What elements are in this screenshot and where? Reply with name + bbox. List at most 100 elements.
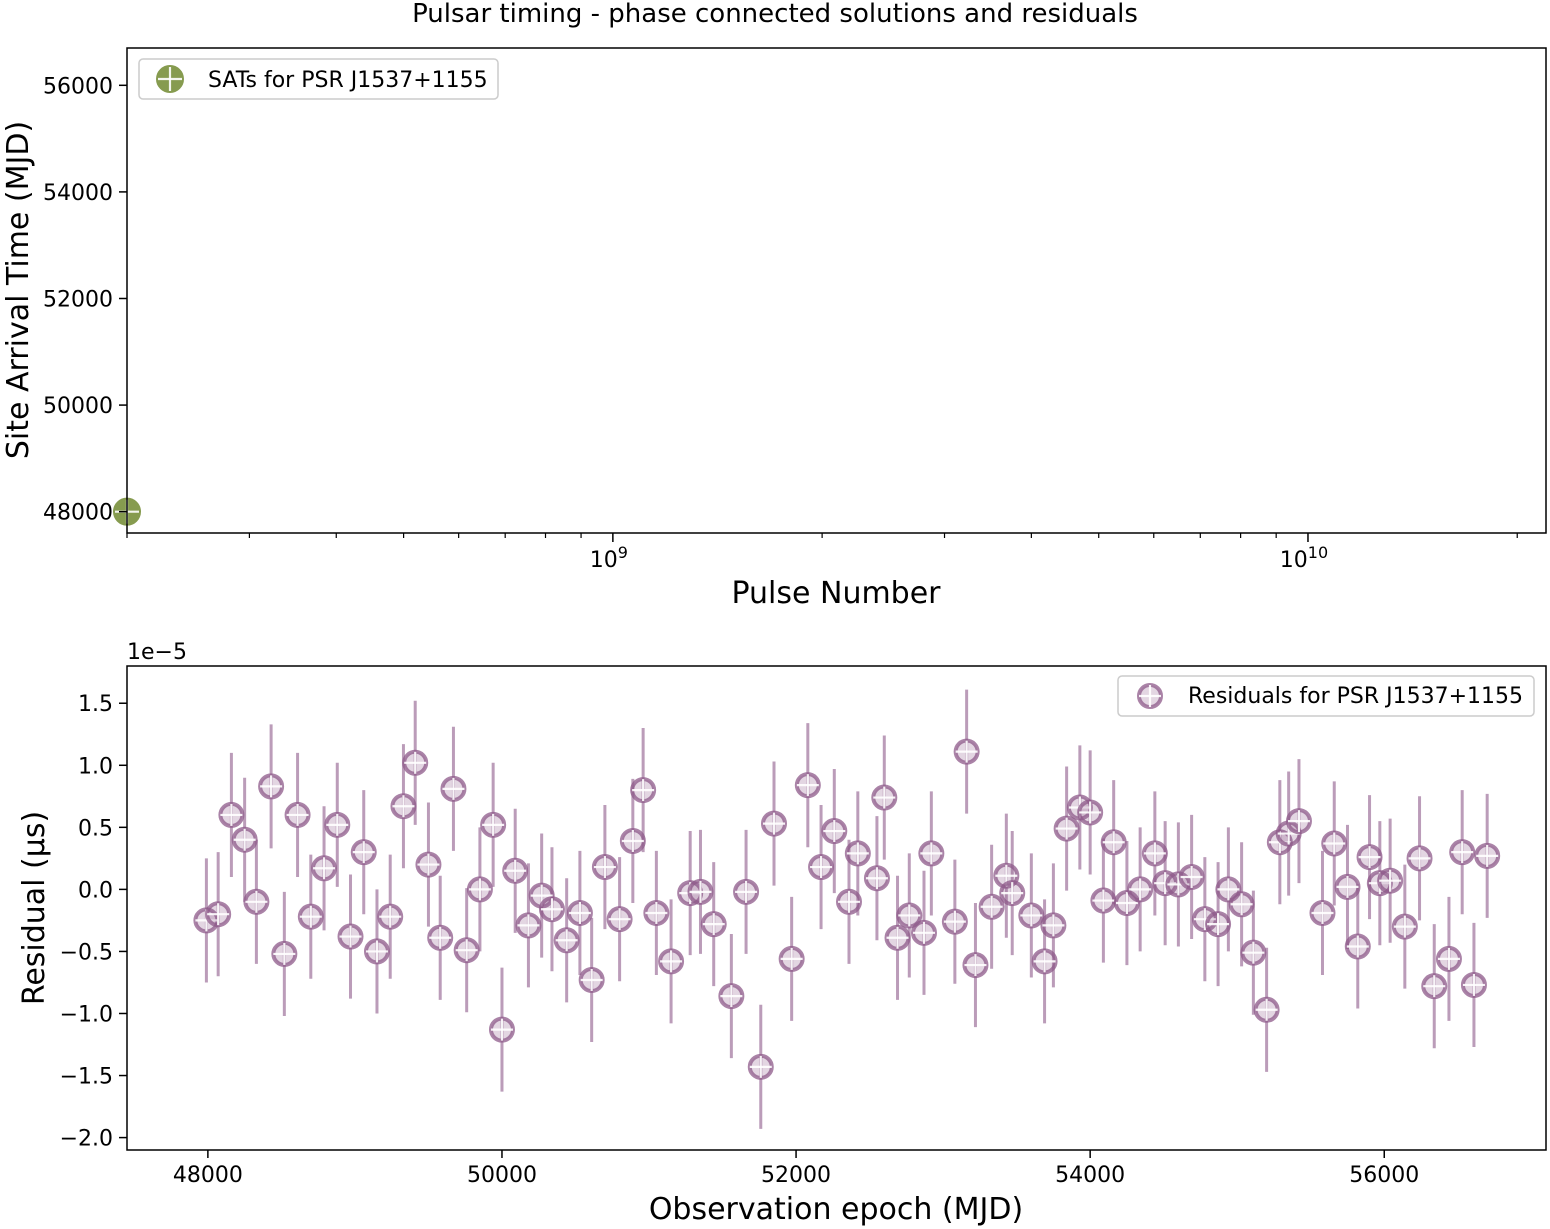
residual-point	[415, 851, 442, 878]
sat-x-tick-label: 109	[590, 543, 628, 573]
residual-point	[337, 923, 364, 950]
sat-y-tick-label: 54000	[43, 181, 113, 206]
residual-offset-text: 1e−5	[127, 640, 187, 665]
residual-point	[1377, 867, 1404, 894]
residual-point	[502, 857, 529, 884]
residual-point	[205, 901, 232, 928]
residual-x-tick-label: 52000	[761, 1163, 831, 1188]
residual-point	[794, 772, 821, 799]
residual-point	[778, 945, 805, 972]
residual-point	[643, 899, 670, 926]
residual-point	[918, 840, 945, 867]
residual-point	[427, 924, 454, 951]
residual-point	[884, 924, 911, 951]
residual-point	[402, 749, 429, 776]
residual-point	[1077, 799, 1104, 826]
figure-title: Pulsar timing - phase connected solution…	[412, 0, 1138, 29]
residual-point	[962, 952, 989, 979]
residual-point	[1344, 933, 1371, 960]
residual-x-ticks: 48000 50000 52000 54000 56000	[173, 1150, 1419, 1188]
residual-point	[453, 937, 480, 964]
residual-point	[1053, 815, 1080, 842]
residual-y-tick-label: −1.0	[60, 1002, 113, 1027]
residual-legend-marker	[1137, 683, 1163, 709]
residual-point	[377, 903, 404, 930]
residual-y-tick-label: 1.5	[78, 692, 113, 717]
sat-x-tick-label: 1010	[1280, 543, 1328, 573]
residual-point	[324, 811, 351, 838]
residual-point	[1474, 842, 1501, 869]
residual-point	[231, 826, 258, 853]
residual-y-tick-label: −2.0	[60, 1127, 113, 1152]
residual-point	[941, 908, 968, 935]
residual-point	[808, 854, 835, 881]
residual-point	[1228, 891, 1255, 918]
residual-point	[1356, 844, 1383, 871]
residual-point	[515, 912, 542, 939]
sat-y-tick-label: 52000	[43, 287, 113, 312]
sat-chart-panel: 109 1010 48000 50000 52000 54000 56000 Pulse …	[1, 47, 1547, 611]
residual-point	[606, 906, 633, 933]
residual-point	[1334, 873, 1361, 900]
residual-point	[538, 896, 565, 923]
residual-point	[1435, 945, 1462, 972]
residual-point	[835, 888, 862, 915]
residual-point	[363, 938, 390, 965]
sat-legend: SATs for PSR J1537+1155	[138, 58, 499, 100]
residual-point	[311, 855, 338, 882]
residual-point	[480, 811, 507, 838]
residual-chart-frame	[126, 665, 1547, 1151]
residual-point	[390, 793, 417, 820]
residual-y-tick-label: 0.0	[78, 878, 113, 903]
residual-legend-label: Residuals for PSR J1537+1155	[1188, 684, 1523, 709]
residual-point	[1321, 830, 1348, 857]
residual-point	[630, 777, 657, 804]
residual-point	[999, 880, 1026, 907]
residual-point	[871, 784, 898, 811]
residual-point	[733, 878, 760, 905]
sat-y-tick-label: 50000	[43, 394, 113, 419]
residual-point	[1040, 912, 1067, 939]
residual-points	[193, 738, 1501, 1080]
residual-point	[747, 1053, 774, 1080]
residual-point	[700, 911, 727, 938]
residual-point	[1018, 902, 1045, 929]
residual-point	[1460, 971, 1487, 998]
sat-y-tick-label: 48000	[43, 501, 113, 526]
sat-y-tick-label: 56000	[43, 74, 113, 99]
residual-x-tick-label: 54000	[1055, 1163, 1125, 1188]
residual-point	[910, 919, 937, 946]
residual-point	[619, 827, 646, 854]
residual-point	[844, 840, 871, 867]
residual-point	[1100, 829, 1127, 856]
residual-point	[466, 876, 493, 903]
residual-point	[258, 773, 285, 800]
residual-point	[553, 927, 580, 954]
sat-chart-frame	[126, 47, 1547, 534]
residual-y-tick-label: −1.5	[60, 1065, 113, 1090]
residual-legend-box	[1117, 675, 1535, 717]
residual-point	[243, 888, 270, 915]
residual-point	[1141, 840, 1168, 867]
sat-legend-marker-glyph	[156, 65, 184, 93]
residual-point	[1253, 996, 1280, 1023]
residual-point	[658, 948, 685, 975]
residual-point	[297, 903, 324, 930]
residual-point	[1165, 871, 1192, 898]
residual-legend-marker-glyph	[1137, 683, 1163, 709]
residual-point	[578, 966, 605, 993]
residual-point	[218, 801, 245, 828]
residual-point	[953, 738, 980, 765]
residual-point	[821, 818, 848, 845]
sat-legend-marker	[156, 65, 184, 93]
sat-y-ticks: 48000 50000 52000 54000 56000	[43, 74, 127, 526]
residual-point	[1178, 863, 1205, 890]
residual-legend: Residuals for PSR J1537+1155	[1117, 675, 1535, 717]
residual-x-tick-label: 56000	[1349, 1163, 1419, 1188]
residual-point	[1406, 845, 1433, 872]
residual-point	[1127, 876, 1154, 903]
residual-point	[440, 775, 467, 802]
sat-x-ticks: 109 1010	[126, 533, 1518, 573]
residual-point	[896, 902, 923, 929]
residual-y-tick-label: 1.0	[78, 754, 113, 779]
